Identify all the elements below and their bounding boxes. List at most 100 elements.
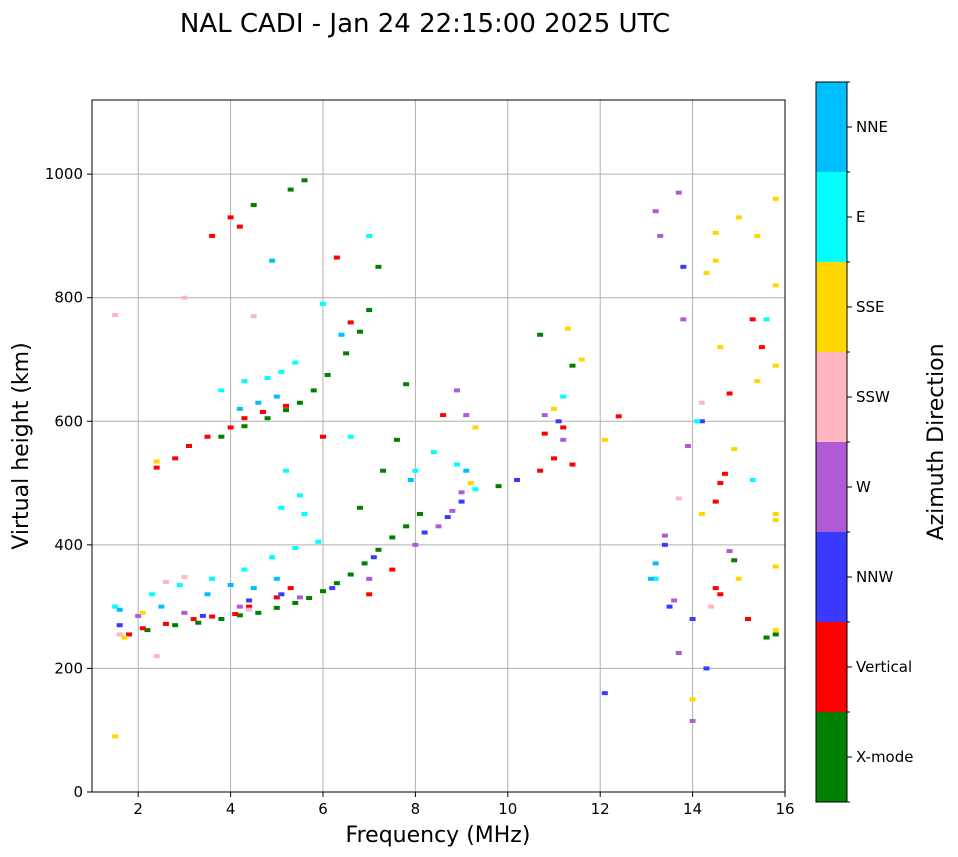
data-point [296,400,303,405]
data-point [675,496,682,501]
y-tick-label: 800 [54,289,83,307]
data-point [292,600,299,605]
data-point [648,576,655,581]
data-point [666,604,673,609]
data-point [708,604,715,609]
colorbar-tick-label: X-mode [856,748,913,766]
data-point [162,621,169,626]
data-point [139,610,146,615]
plot-area: 2 4 6 8 10 12 14 16 0 200 400 600 800 1000 [45,99,795,818]
data-point [458,499,465,504]
data-point [380,468,387,473]
data-point [463,468,470,473]
data-point [246,604,253,609]
data-point [467,481,474,486]
data-point [375,547,382,552]
data-point [181,295,188,300]
data-point [703,271,710,275]
data-point [356,505,363,510]
data-point [236,406,243,411]
data-point [652,561,659,566]
data-point [112,734,119,739]
data-point [726,549,733,554]
data-point [236,224,243,229]
data-point [232,612,239,617]
data-point [218,617,225,621]
data-point [218,434,225,439]
data-point [181,610,188,615]
data-point [153,654,160,659]
data-point [712,258,719,263]
data-point [172,623,179,628]
data-point [329,586,336,591]
data-point [601,691,608,696]
x-tick-label: 14 [683,800,702,818]
data-point [366,592,373,597]
data-point [283,403,290,408]
data-point [560,425,567,430]
data-point [698,511,705,516]
data-point [241,379,248,384]
data-point [495,484,502,489]
series-x-mode [144,178,779,640]
data-point [356,329,363,334]
data-point [264,376,271,381]
data-point [227,583,234,588]
data-point [735,215,742,220]
data-point [333,581,340,586]
data-point [671,598,678,603]
data-point [389,567,396,572]
y-tick-label: 1000 [45,165,83,183]
series-e [112,233,770,609]
data-point [366,233,373,238]
x-tick-label: 6 [318,800,328,818]
y-tick-label: 400 [54,536,83,554]
data-point [195,620,202,625]
data-point [772,564,779,569]
data-point [172,456,179,461]
data-point [273,394,280,399]
colorbar-segment [816,442,847,532]
data-point [661,542,668,547]
y-tick-label: 0 [73,783,83,801]
data-point [347,434,354,439]
colorbar-segment [816,82,847,172]
data-point [292,360,299,365]
y-axis-ticks: 0 200 400 600 800 1000 [45,165,92,801]
data-point [366,576,373,581]
data-point [721,471,728,476]
colorbar-tick-label: SSW [856,388,890,406]
data-point [772,628,779,633]
data-point [283,408,290,413]
data-point [569,462,576,467]
data-point [320,301,326,306]
data-point [675,190,682,195]
x-tick-label: 8 [411,800,421,818]
data-point [186,444,193,448]
data-point [458,490,465,495]
data-point [717,592,724,597]
data-point [657,233,664,238]
data-point [763,635,770,640]
data-point [116,607,123,612]
series-w [135,190,733,723]
data-point [269,555,276,560]
data-point [444,515,451,520]
x-axis-ticks: 2 4 6 8 10 12 14 16 [133,792,795,818]
data-point [227,215,234,220]
data-point [181,574,188,579]
data-point [246,607,253,612]
data-point [333,255,340,260]
data-point [190,617,197,621]
data-point [772,283,779,288]
data-point [712,586,719,591]
data-point [112,313,119,318]
data-point [250,314,257,319]
colorbar: X-mode Vertical NNW W SSW SSE E NNE [815,81,913,803]
data-point [541,431,548,436]
data-point [121,635,128,640]
colorbar-segment [816,532,847,622]
data-point [555,419,562,424]
chart-title: NAL CADI - Jan 24 22:15:00 2025 UTC [180,9,670,39]
data-point [403,382,410,387]
